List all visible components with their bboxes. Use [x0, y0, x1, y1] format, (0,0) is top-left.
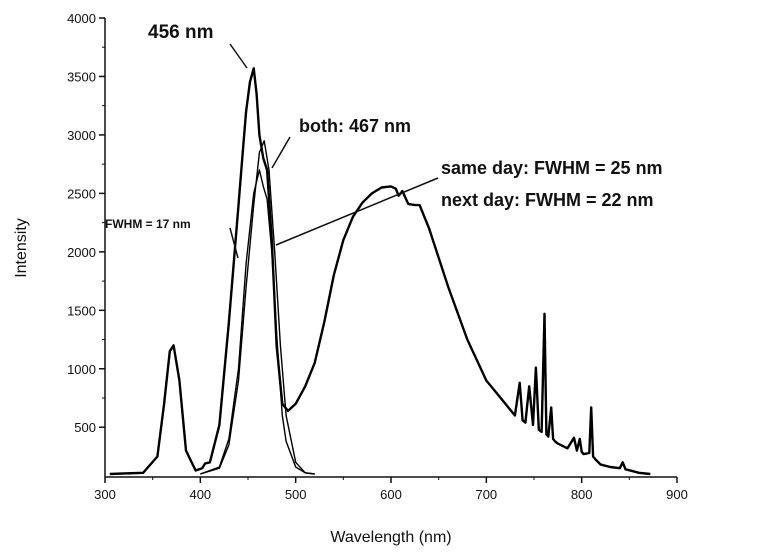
x-tick-label: 400: [189, 487, 211, 502]
annotation-pointer-467: [272, 137, 290, 168]
x-tick-label: 900: [666, 487, 688, 502]
x-ticks: 300 400 500 600 700 800 900: [94, 477, 688, 502]
y-tick-label: 500: [74, 420, 96, 435]
y-tick-label: 3000: [67, 128, 96, 143]
annotation-peak-456: 456 nm: [148, 22, 213, 43]
x-tick-label: 700: [475, 487, 497, 502]
y-tick-label: 2000: [67, 245, 96, 260]
series-line-2: [200, 141, 314, 474]
y-tick-label: 3500: [67, 69, 96, 84]
x-tick-label: 300: [94, 487, 116, 502]
y-tick-label: 1000: [67, 362, 96, 377]
y-tick-label: 4000: [67, 11, 96, 26]
annotation-peak-467: both: 467 nm: [299, 116, 411, 136]
x-tick-label: 500: [285, 487, 307, 502]
annotation-pointer-456: [230, 44, 247, 68]
annotation-fwhm-17: FWHM = 17 nm: [105, 217, 191, 231]
annotation-same-day-fwhm: same day: FWHM = 25 nm: [441, 158, 663, 178]
y-tick-label: 2500: [67, 186, 96, 201]
y-tick-label: 1500: [67, 303, 96, 318]
x-tick-label: 600: [380, 487, 402, 502]
annotation-next-day-fwhm: next day: FWHM = 22 nm: [441, 190, 654, 210]
x-axis-label: Wavelength (nm): [330, 529, 451, 546]
y-ticks: 500 1000 1500 2000 2500 3000 3500 4000: [67, 11, 105, 435]
x-tick-label: 800: [571, 487, 593, 502]
annotation-pointer-fwhm-day: [276, 178, 438, 245]
y-axis-label: Intensity: [13, 218, 30, 278]
